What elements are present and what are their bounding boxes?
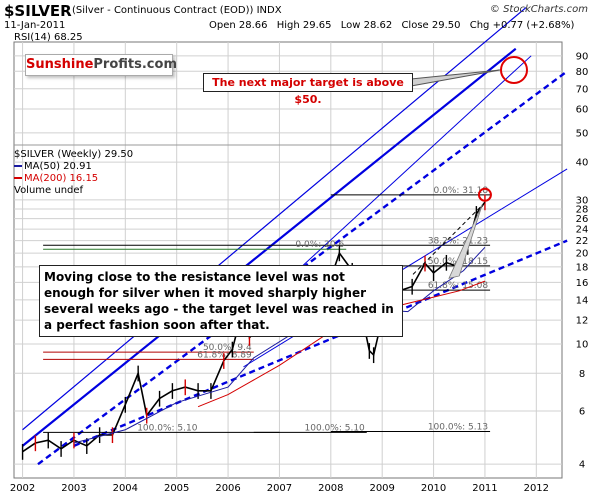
x-tick-label: 2004	[113, 483, 138, 494]
dashed-support-line	[412, 199, 488, 275]
plot-frame	[13, 41, 563, 479]
high-label: High	[276, 20, 300, 31]
y-tick-label: 50	[576, 128, 589, 139]
legend-ma50: MA(50) 20.91	[14, 161, 92, 172]
x-tick-label: 2010	[421, 483, 446, 494]
site-credit: © StockCharts.com	[489, 4, 588, 15]
y-tick-label: 70	[576, 84, 589, 95]
y-tick-label: 12	[576, 316, 589, 327]
open-value: 28.66	[238, 20, 268, 31]
chg-label: Chg	[469, 20, 490, 31]
low-value: 28.62	[363, 20, 393, 31]
chart-date: 11-Jan-2011	[4, 20, 66, 31]
y-tick-label: 22	[576, 236, 589, 247]
x-tick-label: 2006	[215, 483, 240, 494]
y-tick-label: 16	[576, 278, 589, 289]
x-tick-label: 2012	[524, 483, 549, 494]
fibonacci-level-label: 100.0%: 5.10	[137, 423, 198, 433]
brand-logo: SunshineProfits.com	[25, 54, 177, 76]
fibonacci-level-label: 100.0%: 5.10	[305, 423, 366, 433]
legend-volume: Volume undef	[14, 185, 83, 196]
low-label: Low	[340, 20, 361, 31]
peak-circle	[477, 187, 492, 202]
y-tick-label: 40	[576, 158, 589, 169]
y-tick-label: 90	[576, 51, 589, 62]
y-tick-label: 18	[576, 262, 589, 273]
y-tick-label: 4	[579, 460, 585, 471]
chart-title: $SILVER	[4, 2, 72, 20]
y-tick-label: 6	[579, 407, 585, 418]
legend-ma50-text: MA(50) 20.91	[24, 161, 92, 172]
trend-line	[73, 239, 568, 447]
fibonacci-level-label: 61.8%: 15.08	[428, 281, 489, 291]
x-tick-label: 2011	[472, 483, 497, 494]
legend-series: $SILVER (Weekly) 29.50	[14, 149, 133, 160]
ma50-swatch	[14, 165, 22, 167]
fibonacci-level-label: 50.0%: 9.4	[203, 343, 252, 353]
ohlc-readout: Open 28.66 High 29.65 Low 28.62 Close 29…	[209, 20, 574, 31]
y-tick-label: 20	[576, 249, 589, 260]
legend-series-text: $SILVER (Weekly) 29.50	[14, 149, 134, 160]
legend-ma200: MA(200) 16.15	[14, 173, 98, 184]
fibonacci-level-label: 38.2%: 21.23	[428, 236, 488, 246]
brand-part1: Sunshine	[26, 57, 94, 72]
fibonacci-level-label: 100.0%: 5.13	[428, 423, 488, 433]
target-circle	[500, 56, 528, 84]
y-tick-label: 10	[576, 340, 589, 351]
rsi-label: RSI(14) 68.25	[14, 32, 83, 43]
y-tick-label: 60	[576, 104, 589, 115]
close-value: 29.50	[431, 20, 461, 31]
close-label: Close	[401, 20, 429, 31]
x-tick-label: 2003	[61, 483, 86, 494]
trend-line	[21, 47, 517, 447]
open-label: Open	[209, 20, 236, 31]
breakout-arrow	[448, 204, 483, 279]
y-tick-label: 80	[576, 67, 589, 78]
ma200-swatch	[14, 177, 22, 179]
y-tick-label: 14	[576, 295, 589, 306]
y-tick-label: 26	[576, 214, 589, 225]
fibonacci-level-label: 61.8%: 8.89	[197, 350, 252, 360]
chg-value: +0.77 (+2.68%)	[492, 20, 575, 31]
x-tick-label: 2008	[318, 483, 343, 494]
y-tick-label: 24	[576, 225, 589, 236]
y-tick-label: 30	[576, 195, 589, 206]
fibonacci-level-label: 0.0%: 20.6	[295, 240, 344, 250]
x-tick-label: 2009	[369, 483, 394, 494]
x-tick-label: 2002	[10, 483, 35, 494]
x-tick-label: 2007	[267, 483, 292, 494]
target-annotation: The next major target is above $50.	[203, 73, 413, 106]
y-tick-label: 8	[579, 369, 585, 380]
resistance-note: Moving close to the resistance level was…	[39, 265, 403, 337]
x-tick-label: 2005	[164, 483, 189, 494]
high-value: 29.65	[302, 20, 332, 31]
legend-ma200-text: MA(200) 16.15	[24, 173, 99, 184]
y-tick-label: 28	[576, 204, 589, 215]
chart-subtitle: (Silver - Continuous Contract (EOD)) IND…	[72, 5, 282, 16]
brand-part2: Profits.com	[93, 57, 177, 72]
fibonacci-level-label: 0.0%: 31.18	[434, 186, 489, 196]
legend-volume-text: Volume undef	[14, 185, 84, 196]
